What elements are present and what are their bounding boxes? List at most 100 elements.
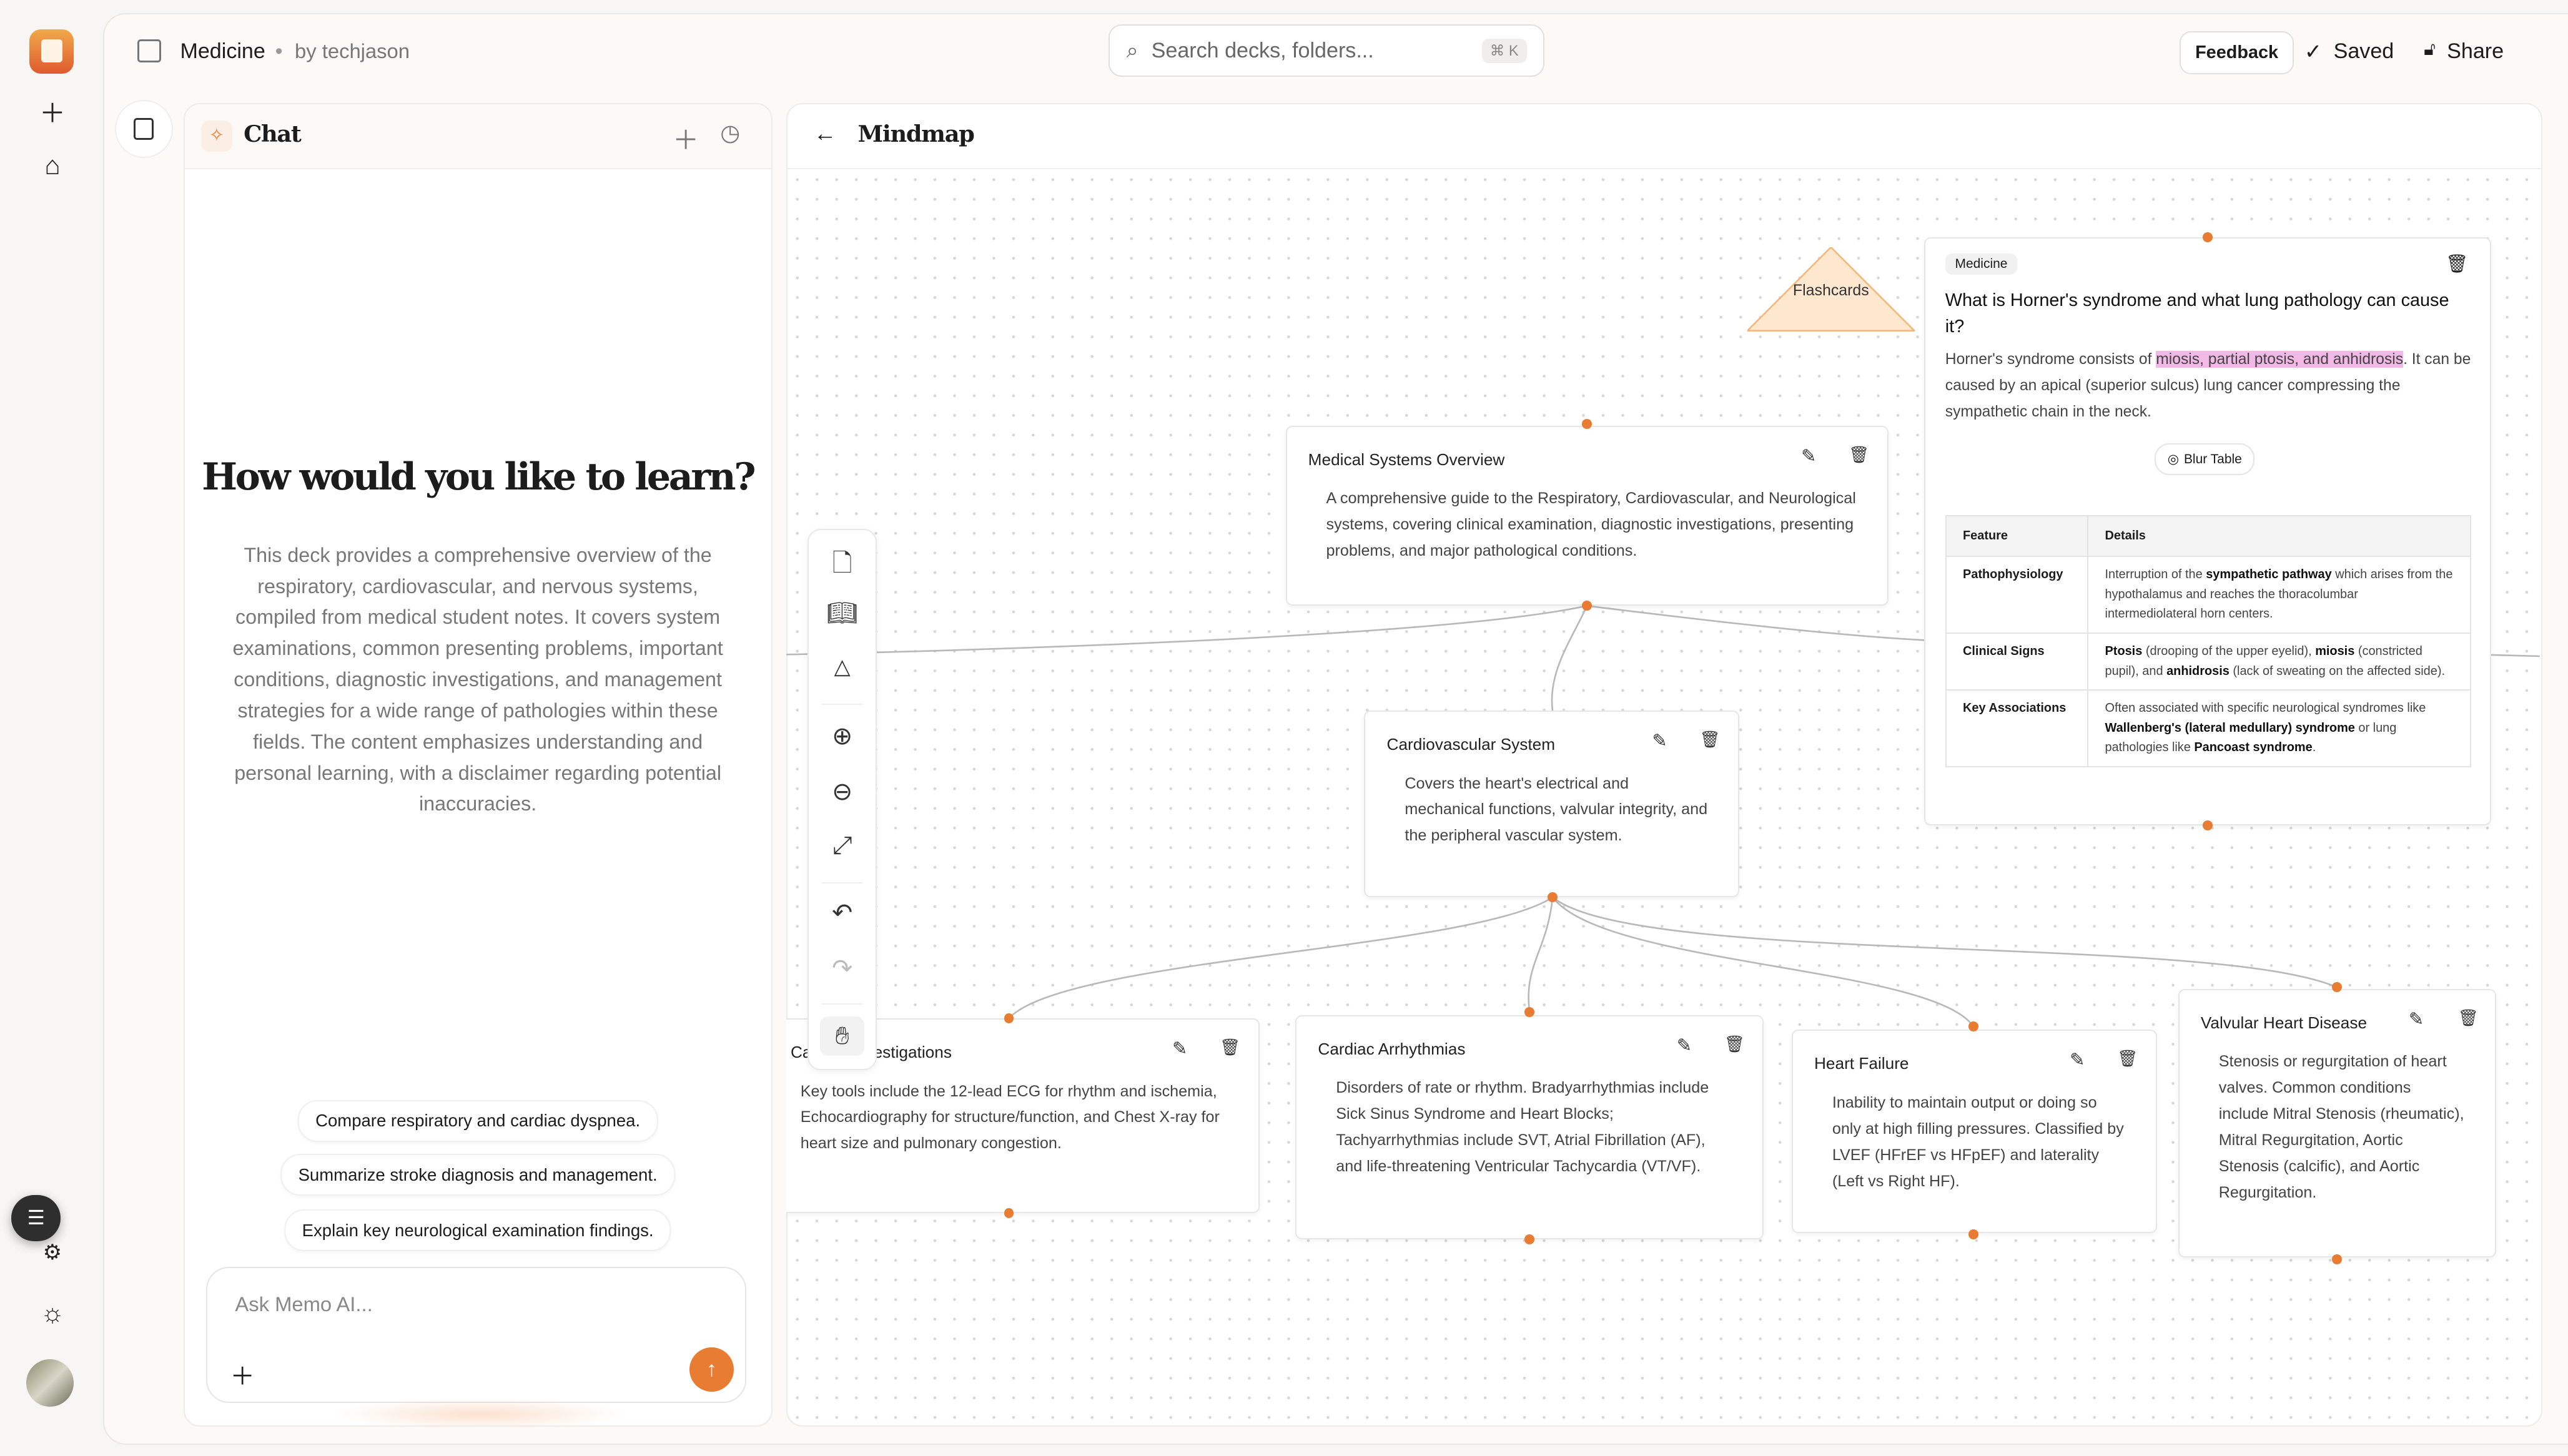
delete-icon[interactable]: 🗑︎ xyxy=(2445,253,2469,274)
share-button[interactable]: 🔓︎ Share xyxy=(2424,39,2504,64)
feedback-button[interactable]: Feedback xyxy=(2180,31,2294,75)
delete-icon[interactable]: 🗑︎ xyxy=(1849,445,1870,464)
connection-handle[interactable] xyxy=(2203,820,2213,830)
mindmap-node[interactable]: Valvular Heart Disease Stenosis or regurg… xyxy=(2178,988,2496,1257)
delete-icon[interactable]: 🗑︎ xyxy=(1724,1034,1746,1053)
chat-panel: ✧ Chat ＋ ◷ How would you like to learn? … xyxy=(183,103,773,1427)
connection-handle[interactable] xyxy=(2332,982,2343,993)
edge xyxy=(1008,896,1553,1020)
new-icon[interactable]: ＋ xyxy=(39,98,66,128)
mindmap-node[interactable]: Medical Systems Overview A comprehensive … xyxy=(1285,425,1889,606)
history-icon[interactable]: ◷ xyxy=(720,119,741,145)
text: (constricted pupil), and xyxy=(2105,644,2422,678)
text: Horner's syndrome consists of xyxy=(1945,351,2156,368)
redo-icon[interactable]: ↷ xyxy=(832,955,853,983)
search-input[interactable]: ⌕ Search decks, folders... ⌘ K xyxy=(1109,24,1544,77)
mindmap-node[interactable]: Heart Failure Inability to maintain outpu… xyxy=(1791,1030,2157,1233)
connection-handle[interactable] xyxy=(1582,419,1592,430)
avatar[interactable] xyxy=(26,1359,74,1407)
edit-icon[interactable]: ✎ xyxy=(1676,1035,1692,1056)
page-icon[interactable]: 🗋︎ xyxy=(832,549,852,577)
connection-handle[interactable] xyxy=(1548,892,1558,902)
flashcard-question: What is Horner's syndrome and what lung … xyxy=(1945,290,2449,337)
flashcards-shape[interactable]: Flashcards xyxy=(1745,246,1917,332)
table-row: Pathophysiology Interruption of the sympa… xyxy=(1945,556,2471,634)
edges xyxy=(786,604,2541,1027)
outline-icon[interactable]: ☰ xyxy=(11,1195,61,1241)
connection-handle[interactable] xyxy=(1582,601,1592,611)
connection-handle[interactable] xyxy=(1524,1234,1535,1245)
book-icon[interactable]: 📖︎ xyxy=(826,599,858,627)
text: . xyxy=(2312,740,2316,755)
suggestion-chip[interactable]: Summarize stroke diagnosis and managemen… xyxy=(280,1154,675,1196)
flashcard-node[interactable]: Medicine 🗑︎ What is Horner's syndrome an… xyxy=(1924,237,2491,825)
back-arrow-icon[interactable]: ← xyxy=(813,121,837,147)
node-body: Covers the heart's electrical and mechan… xyxy=(1405,774,1708,845)
deck-description: This deck provides a comprehensive overv… xyxy=(232,543,723,815)
connection-handle[interactable] xyxy=(1968,1021,1978,1032)
sidebar-toggle-icon[interactable] xyxy=(137,39,161,63)
saved-status: ✓ Saved xyxy=(2304,39,2394,64)
send-button[interactable]: ↑ xyxy=(689,1347,734,1392)
theme-icon[interactable]: ☼ xyxy=(40,1298,65,1328)
attach-icon[interactable]: ＋ xyxy=(230,1362,255,1390)
connection-handle[interactable] xyxy=(1004,1208,1014,1219)
blur-table-button[interactable]: ◎ Blur Table xyxy=(2155,443,2255,476)
delete-icon[interactable]: 🗑︎ xyxy=(2117,1049,2138,1068)
flashcards-label: Flashcards xyxy=(1792,282,1869,300)
mindmap-header: ← Mindmap xyxy=(787,104,2542,170)
highlight: miosis, partial ptosis, and anhidrosis xyxy=(2156,351,2404,368)
connection-handle[interactable] xyxy=(1968,1229,1978,1240)
zoom-out-icon[interactable]: ⊖ xyxy=(832,778,853,805)
eye-icon: ◎ xyxy=(2167,452,2180,467)
zoom-in-icon[interactable]: ⊕ xyxy=(832,722,853,750)
shapes-icon[interactable]: △ xyxy=(834,655,851,679)
details-cell: Often associated with specific neurologi… xyxy=(2087,689,2471,767)
node-title: Cardiovascular System xyxy=(1386,734,1556,754)
delete-icon[interactable]: 🗑︎ xyxy=(1220,1037,1241,1056)
mindmap-node[interactable]: Cardiovascular System Covers the heart's … xyxy=(1364,711,1739,898)
edit-icon[interactable]: ✎ xyxy=(2408,1009,2424,1030)
hand-icon[interactable]: ✋︎ xyxy=(820,1016,864,1056)
edge xyxy=(1528,897,1554,1012)
node-title: Cardiac Arrhythmias xyxy=(1318,1039,1466,1058)
home-icon[interactable]: ⌂ xyxy=(44,150,61,180)
node-body: Inability to maintain output or doing so… xyxy=(1832,1093,2124,1190)
bold-text: Ptosis xyxy=(2105,644,2143,659)
bold-text: miosis xyxy=(2315,644,2355,659)
mindmap-node[interactable]: Cardiac Arrhythmias Disorders of rate or … xyxy=(1295,1015,1764,1240)
collapse-panel-button[interactable] xyxy=(114,99,173,159)
edit-icon[interactable]: ✎ xyxy=(1172,1038,1188,1059)
settings-icon[interactable]: ⚙ xyxy=(42,1241,62,1265)
bold-text: anhidrosis xyxy=(2166,664,2230,678)
fit-view-icon[interactable]: ⤢ xyxy=(832,831,852,859)
connection-handle[interactable] xyxy=(1524,1006,1535,1017)
bold-text: Pancoast syndrome xyxy=(2194,740,2313,755)
edge xyxy=(786,605,1588,656)
chat-input-placeholder: Ask Memo AI... xyxy=(235,1292,373,1316)
edit-icon[interactable]: ✎ xyxy=(2070,1050,2085,1071)
text: (drooping of the upper eyelid), xyxy=(2142,644,2316,659)
edge xyxy=(1586,604,1925,641)
connection-handle[interactable] xyxy=(2203,232,2213,243)
suggestion-chip[interactable]: Compare respiratory and cardiac dyspnea. xyxy=(297,1099,658,1142)
canvas-toolbar: 🗋︎ 📖︎ △ ⊕ ⊖ ⤢ ↶ ↷ ✋︎ xyxy=(807,529,877,1070)
connection-handle[interactable] xyxy=(1004,1013,1014,1023)
feature-cell: Clinical Signs xyxy=(1945,632,2089,691)
edit-icon[interactable]: ✎ xyxy=(1801,446,1817,466)
delete-icon[interactable]: 🗑︎ xyxy=(1699,729,1721,749)
app-logo[interactable] xyxy=(29,29,74,74)
learn-heading: How would you like to learn? xyxy=(202,455,756,499)
undo-icon[interactable]: ↶ xyxy=(832,899,853,927)
search-icon: ⌕ xyxy=(1126,38,1138,62)
connection-handle[interactable] xyxy=(2332,1254,2343,1264)
check-icon: ✓ xyxy=(2304,39,2323,64)
node-title: Medical Systems Overview xyxy=(1308,450,1505,469)
suggestion-chip[interactable]: Explain key neurological examination fin… xyxy=(284,1209,671,1252)
edit-icon[interactable]: ✎ xyxy=(1652,730,1667,751)
delete-icon[interactable]: 🗑︎ xyxy=(2457,1008,2479,1027)
new-chat-icon[interactable]: ＋ xyxy=(673,125,699,155)
chat-input[interactable]: Ask Memo AI... ＋ ↑ xyxy=(205,1267,747,1403)
arrow-up-icon: ↑ xyxy=(706,1357,717,1382)
